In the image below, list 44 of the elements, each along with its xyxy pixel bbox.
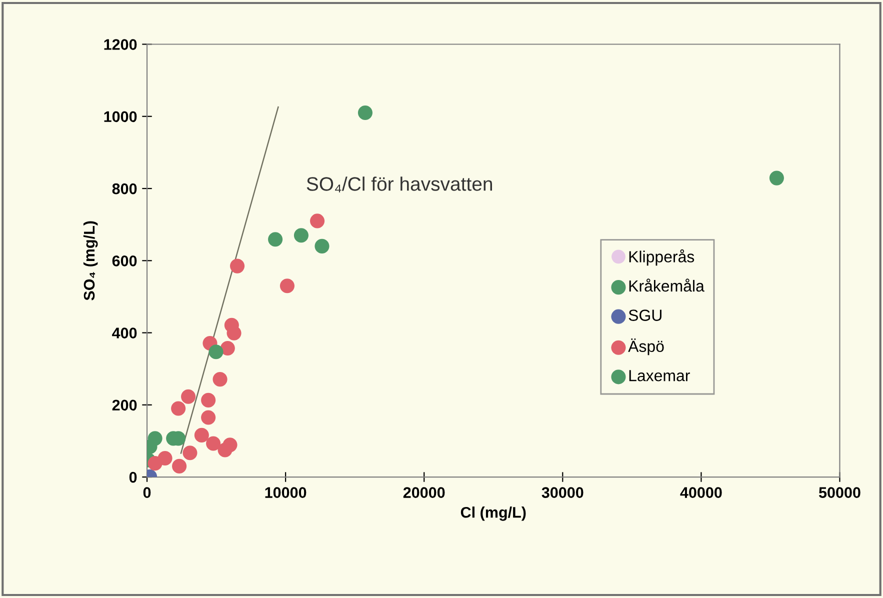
point bbox=[280, 278, 295, 294]
point bbox=[194, 428, 209, 442]
point bbox=[226, 326, 242, 340]
point bbox=[208, 344, 224, 360]
annotation: SO₄/Cl för havsvatten bbox=[306, 176, 492, 192]
point bbox=[230, 258, 245, 274]
point bbox=[769, 170, 784, 186]
x-tick-label: 0 bbox=[143, 487, 151, 498]
point bbox=[181, 389, 196, 404]
y-tick-label: 0 bbox=[129, 472, 137, 483]
y-tick-label: 200 bbox=[112, 400, 137, 411]
x-tick-label: 50000 bbox=[818, 487, 860, 498]
point bbox=[218, 442, 232, 458]
point bbox=[148, 456, 162, 471]
point bbox=[171, 401, 186, 416]
point bbox=[314, 238, 330, 254]
legend-label: Kråkemåla bbox=[629, 278, 704, 292]
y-tick-label: 1000 bbox=[104, 111, 137, 122]
x-tick-label: 30000 bbox=[542, 487, 584, 498]
point bbox=[201, 410, 216, 425]
x-tick-label: 40000 bbox=[680, 487, 722, 498]
point bbox=[268, 232, 283, 247]
point bbox=[182, 446, 198, 460]
legend-label: Klipperås bbox=[629, 249, 694, 266]
y-tick-label: 400 bbox=[112, 328, 137, 338]
legend-label: Laxemar bbox=[629, 370, 690, 382]
point bbox=[172, 458, 187, 474]
point bbox=[201, 392, 216, 408]
point bbox=[148, 431, 162, 446]
point bbox=[310, 214, 325, 228]
x-tick-label: 20000 bbox=[403, 487, 445, 498]
point bbox=[358, 105, 373, 120]
y-tick-label: 800 bbox=[112, 183, 137, 194]
x-tick-label: 10000 bbox=[265, 487, 306, 498]
point bbox=[212, 372, 228, 387]
y-tick-label: 1200 bbox=[104, 39, 137, 50]
y-tick-label: 600 bbox=[112, 256, 137, 266]
point bbox=[220, 340, 235, 356]
point bbox=[294, 228, 308, 243]
point bbox=[206, 436, 221, 451]
x-axis-title: Cl (mg/L) bbox=[460, 506, 526, 521]
legend-label: Äspö bbox=[628, 338, 664, 356]
legend-label: SGU bbox=[628, 310, 662, 321]
y-axis-title: SO₄ (mg/L) bbox=[83, 221, 98, 300]
